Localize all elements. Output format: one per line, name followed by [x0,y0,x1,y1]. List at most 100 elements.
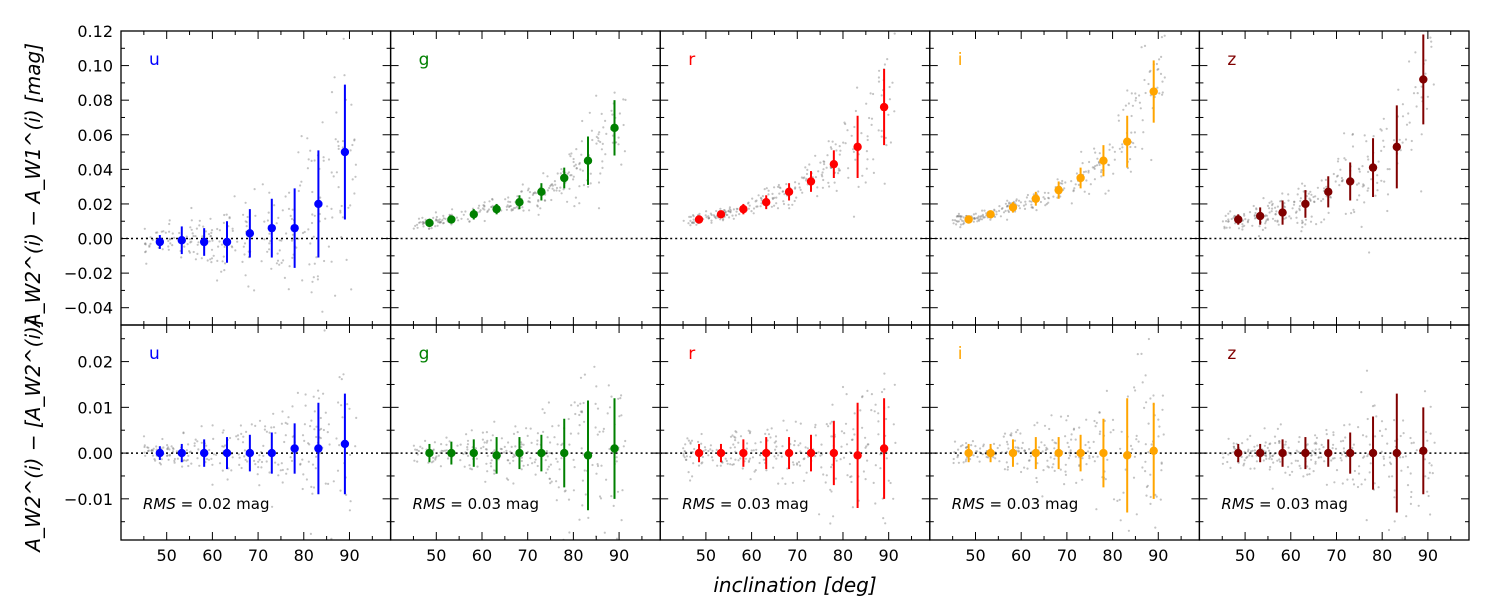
scatter-point [182,431,185,434]
scatter-point [486,470,489,473]
scatter-point [715,209,718,213]
scatter-point [1263,427,1266,430]
scatter-point [973,216,976,220]
scatter-point [1397,88,1400,91]
scatter-point [1045,446,1048,449]
scatter-point [822,473,825,476]
scatter-point [887,406,890,409]
scatter-point [244,201,247,204]
scatter-point [1318,448,1321,451]
scatter-point [556,460,559,463]
scatter-point [602,427,606,430]
scatter-point [1257,235,1261,238]
scatter-point [312,276,315,279]
scatter-point [330,260,333,263]
rms-label-prefix: RMS [952,495,985,513]
scatter-point [1148,70,1151,73]
scatter-point [569,432,573,435]
scatter-point [998,209,1001,212]
scatter-point [1135,438,1138,441]
scatter-point [151,454,155,457]
scatter-point [1120,430,1123,433]
scatter-point [1249,450,1253,453]
scatter-point [1139,107,1142,110]
scatter-point [1047,196,1050,199]
scatter-point [511,208,514,211]
scatter-point [301,458,304,461]
scatter-point [507,200,510,203]
scatter-point [334,138,337,141]
scatter-point [258,454,261,457]
scatter-point [793,439,797,443]
scatter-point [1268,457,1271,460]
scatter-point [485,448,488,451]
scatter-point [1006,218,1009,221]
scatter-point [814,434,818,437]
scatter-point [556,443,559,446]
scatter-point [231,246,234,249]
scatter-point [156,231,159,234]
data-point-z-bottom [1345,448,1355,458]
scatter-point [719,464,722,467]
scatter-point [1064,435,1067,438]
scatter-point [188,251,191,254]
scatter-point [1376,181,1379,184]
scatter-point [957,461,961,464]
scatter-point [1271,487,1274,490]
scatter-point [959,218,962,221]
data-point-r-top [853,142,862,152]
scatter-point [253,459,256,462]
scatter-point [302,473,305,476]
scatter-point [603,531,606,534]
scatter-point [337,147,340,150]
scatter-point [341,216,344,219]
scatter-point [1295,449,1298,452]
data-point-g-bottom [469,448,478,458]
scatter-point [1264,454,1267,457]
scatter-point [1093,147,1096,150]
scatter-point [211,463,214,466]
scatter-point [1393,496,1396,499]
scatter-point [1362,183,1365,186]
scatter-point [1221,462,1224,465]
scatter-point [222,221,225,224]
scatter-point [1262,197,1265,200]
scatter-point [483,201,486,204]
scatter-point [1070,433,1073,436]
scatter-point [1074,455,1077,458]
scatter-point [1344,455,1348,458]
data-point-z-top [1368,163,1378,172]
scatter-point [751,197,754,200]
scatter-point [434,211,437,214]
scatter-point [534,192,538,195]
scatter-point [1378,429,1382,432]
scatter-point [691,221,694,224]
scatter-point [761,195,765,198]
scatter-point [1066,414,1070,418]
scatter-point [236,434,240,437]
scatter-point [873,410,876,413]
scatter-point [993,209,996,212]
scatter-point [689,441,692,444]
scatter-point [537,199,540,202]
scatter-point [188,451,191,454]
scatter-point [1255,207,1258,210]
scatter-point [1429,432,1432,435]
scatter-point [1264,450,1267,453]
scatter-point [1414,51,1417,54]
scatter-point [817,170,820,173]
data-point-u-top [267,223,276,233]
scatter-point [587,516,590,520]
scatter-point [289,214,292,217]
scatter-point [1408,121,1411,124]
data-point-g-bottom [610,444,619,453]
scatter-point [1391,475,1394,478]
data-point-u-bottom [314,444,323,453]
scatter-point [894,441,897,444]
band-label-z-top: z [1227,50,1236,70]
scatter-point [1122,491,1125,494]
scatter-point [1130,92,1133,95]
scatter-point [1430,464,1433,467]
scatter-point [1081,162,1084,165]
scatter-point [770,205,774,208]
